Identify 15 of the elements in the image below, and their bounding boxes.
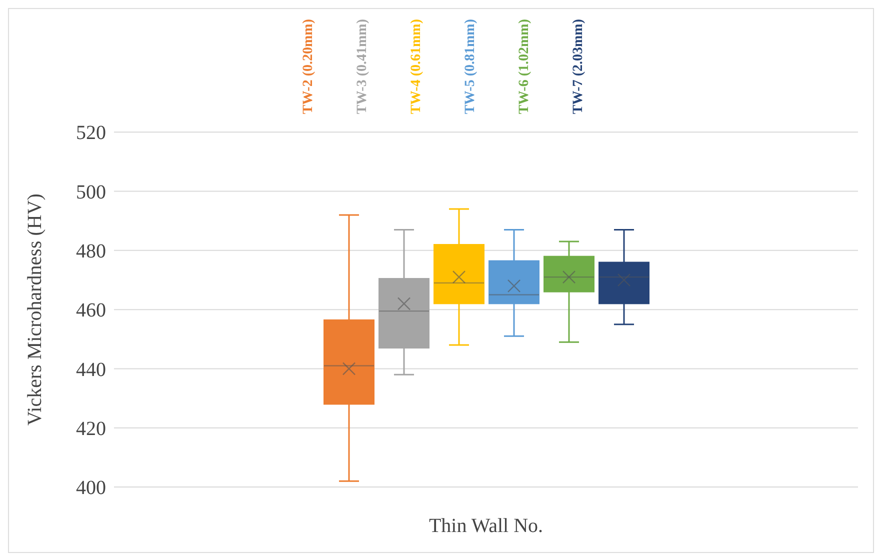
y-axis-title: Vickers Microhardness (HV)	[24, 194, 46, 426]
text: TW-2 (0.20mm)	[300, 19, 316, 114]
y-tick-label: 420	[76, 418, 106, 440]
y-tick-label: 460	[76, 300, 106, 322]
y-tick-label: 520	[76, 122, 106, 144]
y-tick-label: 500	[76, 181, 106, 204]
y-tick-label: 440	[76, 358, 106, 381]
text: TW-5 (0.81mm)	[462, 19, 478, 114]
y-tick-label: 400	[76, 477, 106, 500]
text: TW-4 (0.61mm)	[408, 19, 424, 114]
text: TW-3 (0.41mm)	[354, 19, 370, 114]
y-tick-label: 480	[76, 240, 106, 263]
text: TW-7 (2.03mm)	[570, 19, 586, 114]
text: TW-6 (1.02mm)	[516, 19, 532, 114]
x-axis-title: Thin Wall No.	[428, 515, 544, 537]
